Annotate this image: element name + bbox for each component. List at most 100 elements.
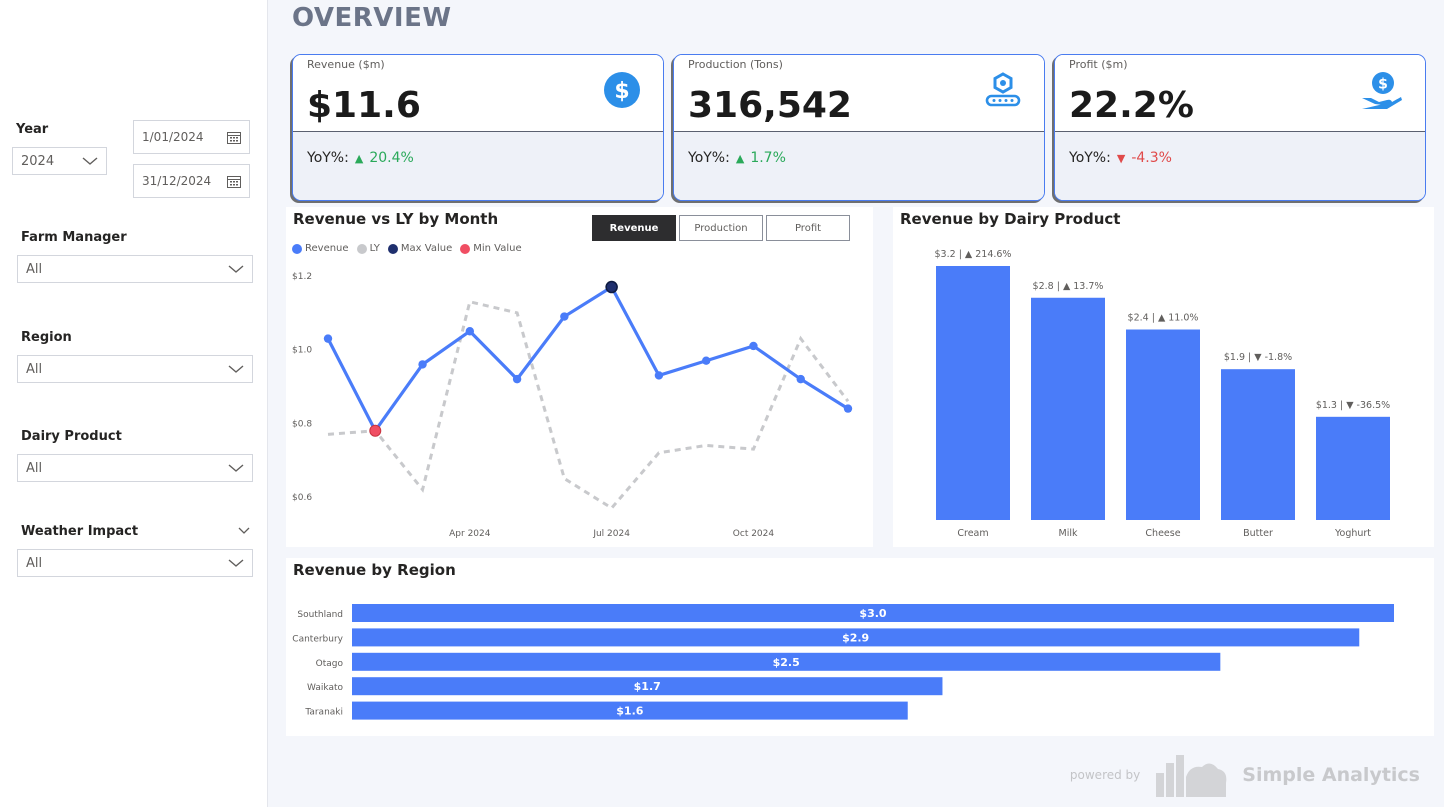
- region-data-label: $3.0: [859, 607, 886, 620]
- panel-title: Revenue vs LY by Month: [293, 210, 499, 228]
- yoy-label: YoY%:: [307, 150, 349, 166]
- filter-sidebar: Year 2024 1/01/2024 31/12/2024 Farm Mana…: [0, 0, 268, 807]
- region-category-label: Southland: [297, 610, 343, 620]
- year-label: Year: [16, 122, 49, 137]
- powered-by-label: powered by: [1069, 768, 1141, 782]
- product-bar: [1316, 416, 1390, 520]
- kpi-label: Profit ($m): [1069, 58, 1128, 71]
- panel-title: Revenue by Dairy Product: [900, 210, 1121, 228]
- year-value: 2024: [21, 153, 55, 169]
- revenue-point: [512, 374, 522, 384]
- arrow-up-icon: ▲: [735, 151, 745, 165]
- simple-analytics-logo-icon: [1156, 755, 1227, 797]
- toggle-production[interactable]: Production: [679, 215, 763, 241]
- chevron-down-icon[interactable]: [238, 527, 250, 535]
- dairy-product-value: All: [26, 460, 43, 476]
- chevron-down-icon: [228, 464, 244, 472]
- legend-item-ly: LY: [356, 243, 380, 254]
- product-data-label: $1.9 | ▼ -1.8%: [1224, 352, 1292, 363]
- weather-impact-value: All: [26, 555, 43, 571]
- product-data-label: $2.8 | ▲ 13.7%: [1033, 281, 1104, 292]
- product-category-label: Cheese: [1145, 528, 1180, 539]
- region-dropdown[interactable]: All: [17, 355, 253, 383]
- revenue-by-product-panel: Revenue by Dairy Product $3.2 | ▲ 214.6%…: [893, 207, 1434, 547]
- revenue-by-region-panel: Revenue by Region $3.0 Southland $2.9 Cante…: [286, 558, 1434, 736]
- revenue-series-line: [326, 284, 849, 434]
- product-bar: [1031, 297, 1105, 520]
- farm-manager-label: Farm Manager: [21, 230, 127, 245]
- conveyor-icon: [985, 72, 1021, 107]
- hand-dollar-icon: $: [1362, 72, 1402, 109]
- start-date-input[interactable]: 1/01/2024: [133, 120, 250, 154]
- revenue-point: [418, 360, 427, 369]
- revenue-line-chart: $1.2 $1.0 $0.8 $0.6 Apr 2024 Jul 2024 Oct 2024: [292, 272, 853, 539]
- dairy-product-dropdown[interactable]: All: [17, 454, 253, 482]
- region-bar: [352, 677, 943, 696]
- y-tick-label: $0.6: [292, 493, 312, 503]
- revenue-point: [654, 371, 664, 380]
- region-data-label: $2.9: [842, 631, 869, 644]
- farm-manager-value: All: [26, 261, 43, 277]
- product-data-label: $1.3 | ▼ -36.5%: [1316, 400, 1390, 411]
- yoy-value: -4.3%: [1131, 150, 1172, 166]
- kpi-yoy: YoY%: ▲ 1.7%: [688, 150, 786, 166]
- kpi-label: Revenue ($m): [307, 58, 385, 71]
- yoy-label: YoY%:: [688, 150, 730, 166]
- product-category-label: Cream: [957, 528, 988, 539]
- chevron-down-icon: [228, 365, 244, 373]
- product-category-label: Butter: [1243, 528, 1273, 539]
- revenue-point: [323, 334, 333, 343]
- product-bar: [1221, 369, 1295, 520]
- year-dropdown[interactable]: 2024: [12, 147, 107, 175]
- x-tick-label: Jul 2024: [592, 529, 630, 539]
- revenue-point: [560, 312, 569, 321]
- farm-manager-dropdown[interactable]: All: [17, 255, 253, 283]
- dollar-circle-icon: $: [604, 72, 640, 108]
- product-bar: [936, 266, 1010, 520]
- brand-name: Simple Analytics: [1242, 764, 1420, 786]
- kpi-value: 22.2%: [1069, 85, 1194, 126]
- kpi-top: Revenue ($m) $11.6 $: [293, 55, 663, 132]
- product-bar: [1126, 329, 1200, 520]
- revenue-point: [749, 341, 758, 351]
- revenue-vs-ly-panel: Revenue vs LY by Month Revenue Productio…: [286, 207, 873, 547]
- end-date-value: 31/12/2024: [142, 174, 212, 188]
- calendar-icon[interactable]: [227, 175, 241, 188]
- region-bar: [352, 652, 1221, 671]
- panel-title: Revenue by Region: [293, 561, 456, 579]
- yoy-value: 1.7%: [750, 150, 786, 166]
- legend-label: Min Value: [473, 243, 522, 254]
- toggle-revenue[interactable]: Revenue: [592, 215, 676, 241]
- revenue-point: [701, 356, 711, 365]
- region-category-label: Waikato: [307, 683, 343, 693]
- legend-swatch: [460, 243, 471, 254]
- footer: powered by Simple Analytics: [1070, 753, 1420, 797]
- legend-item-min: Min Value: [460, 243, 522, 254]
- revenue-point: [796, 374, 805, 384]
- y-tick-label: $1.0: [292, 346, 312, 356]
- toggle-profit[interactable]: Profit: [766, 215, 850, 241]
- weather-impact-dropdown[interactable]: All: [17, 549, 253, 577]
- kpi-footer: YoY%: ▼ -4.3%: [1055, 132, 1425, 200]
- svg-text:$: $: [614, 79, 629, 104]
- region-data-label: $2.5: [773, 656, 800, 669]
- min-value-point: [369, 424, 382, 437]
- chevron-down-icon: [228, 559, 244, 567]
- kpi-card-production: Production (Tons) 316,542 YoY%: ▲ 1.7%: [673, 54, 1045, 201]
- svg-text:$: $: [1378, 77, 1388, 93]
- end-date-input[interactable]: 31/12/2024: [133, 164, 250, 198]
- legend-swatch: [292, 243, 302, 254]
- product-category-label: Milk: [1059, 528, 1078, 539]
- arrow-down-icon: ▼: [1116, 151, 1126, 165]
- legend-item-revenue: Revenue: [292, 243, 349, 254]
- kpi-footer: YoY%: ▲ 1.7%: [674, 132, 1044, 200]
- revenue-point: [843, 404, 853, 413]
- product-data-label: $3.2 | ▲ 214.6%: [935, 249, 1012, 260]
- calendar-icon[interactable]: [227, 131, 241, 144]
- kpi-card-profit: Profit ($m) 22.2% $ YoY%: ▼ -4.3%: [1054, 54, 1426, 201]
- y-tick-label: $1.2: [292, 272, 312, 282]
- weather-impact-label: Weather Impact: [21, 524, 139, 539]
- region-data-label: $1.6: [616, 705, 643, 718]
- legend-swatch: [356, 243, 367, 254]
- kpi-yoy: YoY%: ▼ -4.3%: [1069, 150, 1172, 166]
